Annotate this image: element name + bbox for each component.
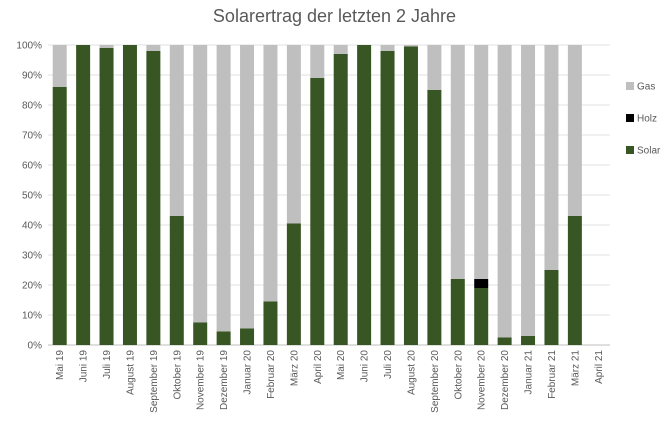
- y-tick-label: 40%: [22, 221, 42, 232]
- chart-title: Solarertrag der letzten 2 Jahre: [212, 6, 457, 26]
- y-tick-label: 100%: [16, 41, 42, 52]
- x-tick-label: März 21: [570, 350, 581, 387]
- gridlines: [48, 44, 610, 346]
- x-tick-label: Mai 20: [336, 350, 347, 380]
- y-tick-label: 0%: [28, 341, 43, 352]
- bar-gas: [521, 45, 536, 336]
- y-tick-label: 70%: [22, 131, 42, 142]
- bar-gas: [427, 45, 442, 90]
- legend-label-gas: Gas: [637, 82, 655, 93]
- y-tick-label: 90%: [22, 71, 42, 82]
- bar-gas: [567, 45, 582, 216]
- bar-gas: [52, 45, 67, 87]
- y-tick-label: 20%: [22, 281, 42, 292]
- bar-solar: [427, 90, 442, 345]
- bar-gas: [333, 45, 348, 54]
- y-tick-label: 50%: [22, 191, 42, 202]
- bar-solar: [99, 48, 114, 345]
- y-tick-label: 30%: [22, 251, 42, 262]
- y-axis-ticks: 0% 10% 20% 30% 40% 50% 60% 70% 80% 90% 100%: [16, 41, 42, 352]
- bar-solar: [76, 45, 91, 345]
- x-tick-label: Dezember 20: [500, 350, 511, 410]
- bar-solar: [122, 45, 137, 345]
- x-axis-ticks: Mai 19 Juni 19 Juli 19 August 19 September 1…: [55, 350, 605, 413]
- bar-solar: [403, 46, 418, 345]
- bar-solar: [544, 270, 559, 345]
- bar-gas: [310, 45, 325, 78]
- y-tick-label: 80%: [22, 101, 42, 112]
- x-tick-label: Juni 19: [79, 350, 90, 383]
- bar-solar: [240, 328, 255, 345]
- x-tick-label: April 21: [594, 350, 605, 384]
- x-tick-label: Juli 19: [102, 350, 113, 379]
- x-tick-label: Dezember 19: [219, 350, 230, 410]
- x-tick-label: November 20: [477, 350, 488, 410]
- bar-gas: [544, 45, 559, 270]
- bar-solar: [380, 51, 395, 345]
- y-tick-label: 60%: [22, 161, 42, 172]
- x-tick-label: Januar 20: [243, 350, 254, 395]
- x-tick-label: September 20: [430, 350, 441, 413]
- x-tick-label: April 20: [313, 350, 324, 384]
- legend-label-solar: Solar: [637, 146, 661, 157]
- bar-solar: [567, 216, 582, 345]
- bar-solar: [193, 322, 208, 345]
- bar-gas: [240, 45, 255, 329]
- bar-gas: [169, 45, 184, 216]
- bar-solar: [310, 78, 325, 345]
- x-tick-label: Juni 20: [360, 350, 371, 383]
- bar-solar: [474, 288, 489, 345]
- bar-solar: [52, 87, 67, 345]
- legend-swatch-solar: [626, 146, 634, 154]
- x-tick-label: November 19: [196, 350, 207, 410]
- bar-solar: [286, 223, 301, 345]
- x-tick-label: September 19: [149, 350, 160, 413]
- bar-gas: [99, 45, 114, 48]
- x-tick-label: August 20: [406, 350, 417, 395]
- x-tick-label: Oktober 20: [453, 350, 464, 400]
- bar-solar: [263, 301, 278, 345]
- bar-solar: [357, 45, 372, 345]
- x-tick-label: Februar 21: [547, 350, 558, 399]
- legend-swatch-gas: [626, 82, 634, 90]
- bar-solar: [216, 331, 231, 345]
- x-tick-label: Juli 20: [383, 350, 394, 379]
- x-tick-label: Oktober 19: [172, 350, 183, 400]
- x-tick-label: August 19: [125, 350, 136, 395]
- bar-gas: [193, 45, 208, 323]
- bar-solar: [497, 337, 512, 345]
- x-tick-label: Mai 19: [55, 350, 66, 380]
- bar-gas: [286, 45, 301, 224]
- bar-gas: [216, 45, 231, 332]
- bar-solar: [333, 54, 348, 345]
- y-tick-label: 10%: [22, 311, 42, 322]
- bar-solar: [146, 51, 161, 345]
- bar-gas: [263, 45, 278, 302]
- x-tick-label: Januar 21: [524, 350, 535, 395]
- x-tick-label: Februar 20: [266, 350, 277, 399]
- bar-gas: [450, 45, 465, 279]
- bar-gas: [497, 45, 512, 338]
- bar-gas: [403, 45, 418, 47]
- legend: Gas Holz Solar: [626, 82, 661, 157]
- bar-solar: [521, 336, 536, 345]
- bar-holz: [474, 279, 489, 288]
- legend-swatch-holz: [626, 114, 634, 122]
- bar-solar: [169, 216, 184, 345]
- bar-gas: [146, 45, 161, 51]
- legend-label-holz: Holz: [637, 114, 657, 125]
- bar-solar: [450, 279, 465, 345]
- bar-gas: [474, 45, 489, 279]
- bars: [52, 45, 582, 345]
- bar-gas: [380, 45, 395, 51]
- x-tick-label: März 20: [289, 350, 300, 387]
